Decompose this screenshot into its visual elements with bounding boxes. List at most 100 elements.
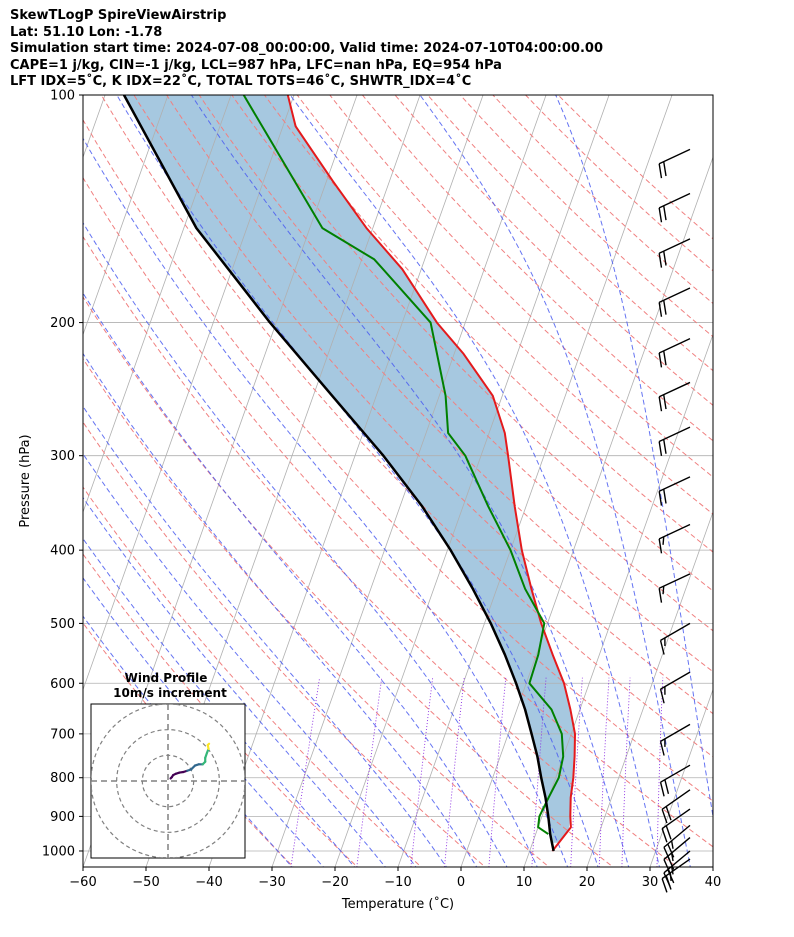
x-tick-label: −60 <box>69 875 96 890</box>
temperature-profile-line <box>286 95 576 852</box>
wind-barb-staff <box>658 337 691 354</box>
chart-title: SkewTLogP SpireViewAirstrip <box>10 8 227 23</box>
x-tick-label: 0 <box>457 875 465 890</box>
x-axis-label: Temperature (˚C) <box>341 896 454 912</box>
mixing-ratio-line <box>570 677 583 867</box>
isotherm-line <box>271 95 547 867</box>
dry-adiabat-line <box>296 95 713 515</box>
wind-barb <box>658 573 691 603</box>
wind-barb-flag <box>658 396 663 412</box>
wind-barb-flag <box>658 253 663 268</box>
mixing-ratio-line <box>621 677 631 867</box>
x-tick-label: −10 <box>384 875 411 890</box>
y-tick-label: 500 <box>50 617 75 632</box>
indices-line-2: LFT IDX=5˚C, K IDX=22˚C, TOTAL TOTS=46˚C… <box>10 74 472 89</box>
moist-adiabat-line <box>289 95 660 867</box>
wind-barb-flag <box>663 300 667 315</box>
dry-adiabat-line <box>83 357 550 867</box>
dry-adiabat-line <box>100 95 713 758</box>
x-tick-label: 40 <box>705 875 722 890</box>
times-line: Simulation start time: 2024-07-08_00:00:… <box>10 41 603 56</box>
mixing-ratio-line <box>443 677 465 867</box>
wind-barb-flag <box>663 846 671 861</box>
wind-barb <box>659 622 691 655</box>
moist-adiabat-line <box>83 615 293 867</box>
wind-barb-flag <box>659 782 665 797</box>
wind-barb-staff <box>663 824 691 848</box>
wind-barb <box>659 671 691 704</box>
wind-barb-flag <box>663 161 667 177</box>
dry-adiabat-line <box>361 95 713 442</box>
isotherm-line <box>649 688 713 867</box>
wind-barb-flag <box>658 207 663 223</box>
wind-barb-staff <box>658 523 691 540</box>
mixing-ratio-line <box>410 677 434 867</box>
y-tick-label: 1000 <box>42 844 75 859</box>
mixing-ratio-line <box>656 677 664 867</box>
wind-barb <box>659 764 691 797</box>
y-tick-label: 800 <box>50 771 75 786</box>
isotherm-line <box>712 865 713 867</box>
y-tick-label: 400 <box>50 544 75 559</box>
wind-barb-staff <box>660 764 691 783</box>
x-tick-label: 10 <box>516 875 533 890</box>
wind-barb <box>658 476 691 506</box>
wind-barb <box>658 337 691 368</box>
x-tick-label: 20 <box>579 875 596 890</box>
wind-barb <box>658 287 691 317</box>
wind-barb-flag <box>658 352 663 368</box>
wind-barb-staff <box>658 426 691 443</box>
dry-adiabat-line <box>83 119 713 802</box>
wind-barb-flag <box>659 688 665 704</box>
wind-barb-flag <box>664 779 670 794</box>
dry-adiabat-line <box>133 95 713 715</box>
wind-barb <box>661 789 691 824</box>
wind-barb-flag <box>662 586 665 595</box>
moist-adiabat-line <box>83 292 508 867</box>
wind-barb-staff <box>658 476 691 492</box>
moist-adiabat-line <box>83 352 478 867</box>
wind-barb-flag <box>661 878 668 893</box>
moist-adiabat-line <box>83 453 417 867</box>
wind-barb-flag <box>658 441 663 456</box>
wind-barb-flag <box>667 843 675 858</box>
wind-barbs <box>658 148 691 893</box>
dry-adiabat-line <box>459 95 713 338</box>
moist-adiabat-line <box>190 95 630 867</box>
dry-adiabat-line <box>263 95 713 553</box>
dewpoint-profile-line <box>242 95 565 835</box>
wind-barb-staff <box>660 723 691 742</box>
dry-adiabat-line <box>83 421 486 867</box>
wind-barb-staff <box>661 789 691 810</box>
y-tick-label: 100 <box>50 89 75 104</box>
moist-adiabat-line <box>83 137 569 867</box>
x-tick-label: 30 <box>642 875 659 890</box>
moist-adiabat-line <box>419 95 691 867</box>
moist-adiabat-line <box>83 405 448 867</box>
y-axis-label: Pressure (hPa) <box>18 434 33 527</box>
wind-barb-flag <box>670 866 674 875</box>
wind-barb <box>658 238 691 268</box>
isotherm-line <box>586 510 713 867</box>
isotherm-line <box>334 95 610 867</box>
mixing-ratio-lines <box>290 677 664 867</box>
location-line: Lat: 51.10 Lon: -1.78 <box>10 24 163 40</box>
wind-barb-staff <box>661 858 691 880</box>
mixing-ratio-line <box>598 677 610 867</box>
wind-barb-flag <box>658 588 663 603</box>
isotherm-lines <box>83 95 713 867</box>
wind-barb-staff <box>658 381 691 398</box>
y-tick-label: 300 <box>50 449 75 464</box>
mixing-ratio-line <box>356 677 383 867</box>
wind-barb <box>658 381 691 412</box>
wind-barb-flag <box>658 538 663 554</box>
axes: −60 −50 −40 −30 −20 −10 0 10 20 30 40 100 200 300 400 5… <box>42 89 721 891</box>
wind-barb-staff <box>660 671 691 690</box>
wind-barb <box>659 723 691 756</box>
dry-adiabat-line <box>83 176 713 848</box>
wind-barb <box>658 523 691 554</box>
hodograph-grid <box>91 704 245 858</box>
mixing-ratio-line <box>290 677 321 867</box>
wind-barb-staff <box>658 192 691 209</box>
